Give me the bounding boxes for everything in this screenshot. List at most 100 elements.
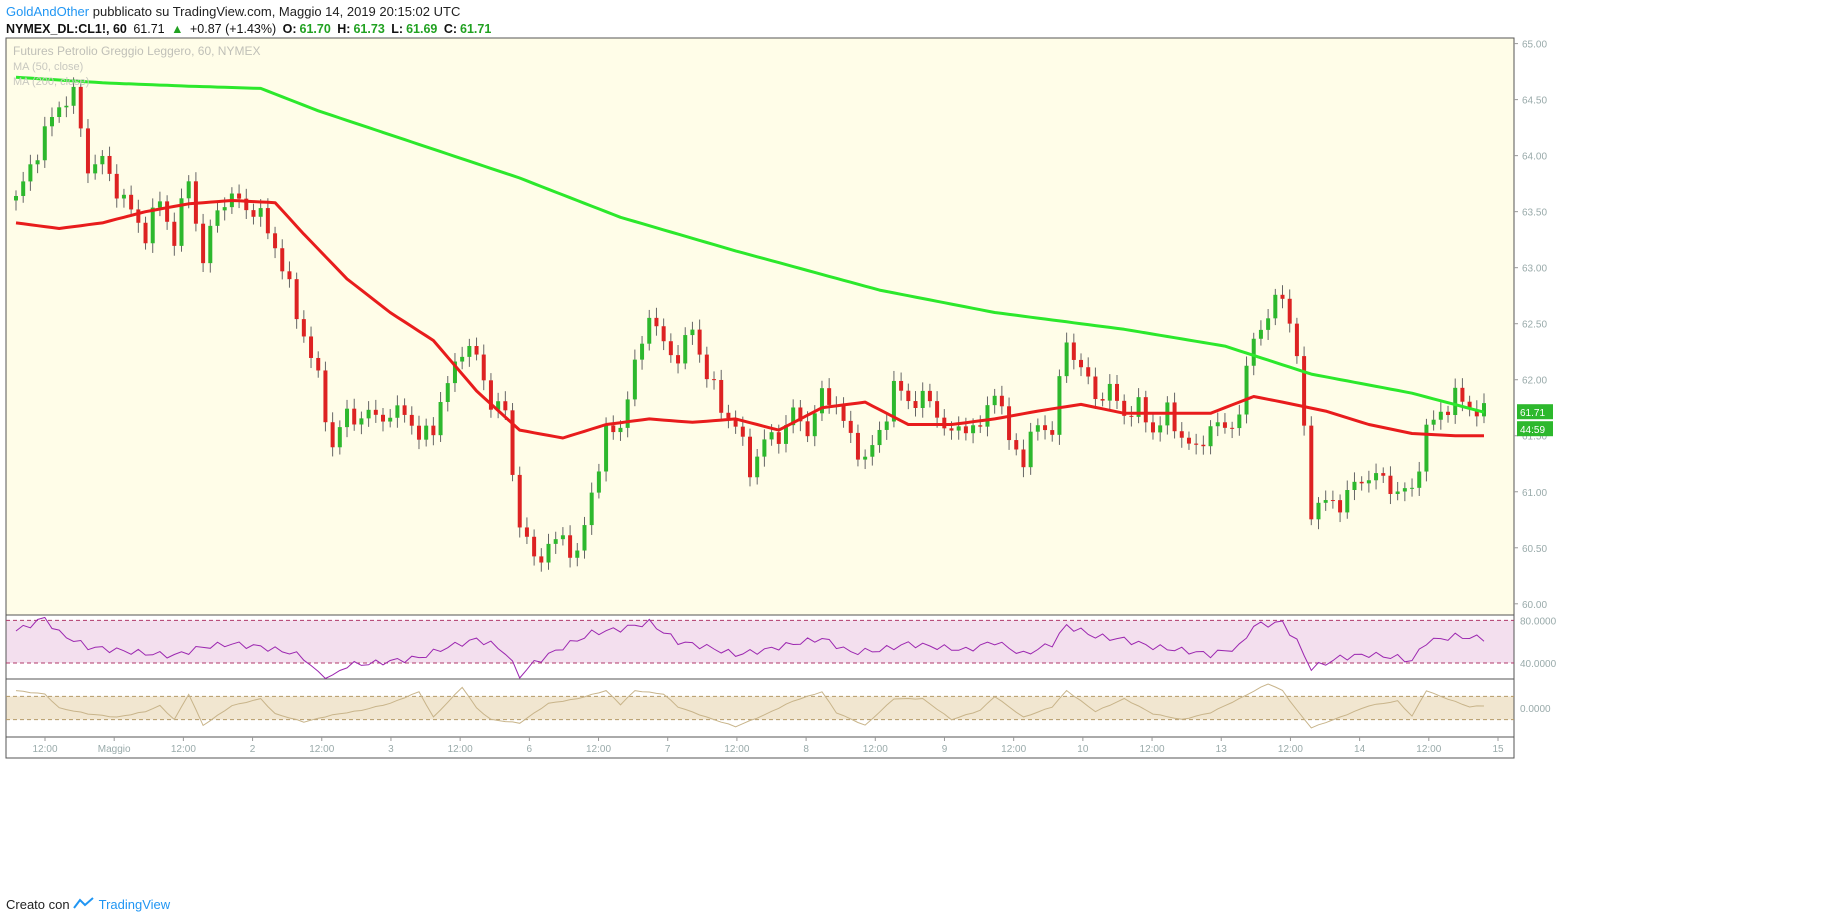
candle[interactable] <box>1021 439 1026 478</box>
candle[interactable] <box>136 199 141 233</box>
candle[interactable] <box>1107 374 1112 411</box>
candle[interactable] <box>848 410 853 444</box>
candle[interactable] <box>1064 332 1069 383</box>
candle[interactable] <box>93 154 98 180</box>
candle[interactable] <box>71 77 76 114</box>
candle[interactable] <box>1417 461 1422 496</box>
tradingview-link[interactable]: TradingView <box>98 897 171 912</box>
candle[interactable] <box>999 385 1004 415</box>
candle[interactable] <box>870 435 875 466</box>
candle[interactable] <box>1035 418 1040 441</box>
candle[interactable] <box>330 412 335 457</box>
candle[interactable] <box>345 399 350 438</box>
candle[interactable] <box>1302 346 1307 436</box>
candle[interactable] <box>783 415 788 453</box>
candle[interactable] <box>316 351 321 378</box>
candle[interactable] <box>416 415 421 450</box>
candle[interactable] <box>1215 412 1220 437</box>
candle[interactable] <box>726 404 731 429</box>
candle[interactable] <box>21 171 26 203</box>
candle[interactable] <box>1143 390 1148 433</box>
candle[interactable] <box>273 226 278 259</box>
candle[interactable] <box>78 81 83 137</box>
candle[interactable] <box>877 421 882 453</box>
candle[interactable] <box>460 346 465 370</box>
candle[interactable] <box>1374 463 1379 490</box>
candle[interactable] <box>1050 421 1055 442</box>
candle[interactable] <box>294 272 299 329</box>
candle[interactable] <box>1446 405 1451 423</box>
candle[interactable] <box>445 376 450 412</box>
chart-area[interactable]: 65.00 64.50 64.00 63.50 63.00 62.50 62.00 61.50… <box>0 0 1828 890</box>
candle[interactable] <box>640 335 645 370</box>
candle[interactable] <box>388 409 393 428</box>
candle[interactable] <box>373 399 378 423</box>
candle[interactable] <box>1431 410 1436 431</box>
candle[interactable] <box>625 391 630 438</box>
candle[interactable] <box>582 516 587 559</box>
candle[interactable] <box>121 188 126 208</box>
candle[interactable] <box>1043 415 1048 440</box>
candle[interactable] <box>28 154 33 191</box>
candle[interactable] <box>841 397 846 428</box>
candle[interactable] <box>452 353 457 392</box>
candle[interactable] <box>863 449 868 470</box>
candle[interactable] <box>546 533 551 570</box>
candle[interactable] <box>1186 431 1191 450</box>
candle[interactable] <box>467 338 472 367</box>
candle[interactable] <box>165 195 170 230</box>
candle[interactable] <box>1093 367 1098 410</box>
candle[interactable] <box>712 371 717 390</box>
candle[interactable] <box>1287 289 1292 333</box>
candle[interactable] <box>683 327 688 370</box>
candle[interactable] <box>201 213 206 272</box>
candle[interactable] <box>402 398 407 423</box>
candle[interactable] <box>884 414 889 440</box>
candle[interactable] <box>1316 497 1321 530</box>
candle[interactable] <box>107 146 112 182</box>
candle[interactable] <box>697 319 702 363</box>
candle[interactable] <box>237 184 242 209</box>
candle[interactable] <box>1359 476 1364 491</box>
candle[interactable] <box>1330 490 1335 509</box>
candle[interactable] <box>704 346 709 388</box>
candle[interactable] <box>985 396 990 437</box>
candle[interactable] <box>143 216 148 250</box>
candle[interactable] <box>1474 400 1479 427</box>
candle[interactable] <box>942 409 947 436</box>
candle[interactable] <box>1244 356 1249 424</box>
candle[interactable] <box>935 391 940 428</box>
candle[interactable] <box>280 239 285 280</box>
candle[interactable] <box>381 407 385 432</box>
candle[interactable] <box>604 417 609 482</box>
candle[interactable] <box>1467 395 1472 417</box>
candle[interactable] <box>1424 418 1429 482</box>
candle[interactable] <box>1201 435 1206 455</box>
candle[interactable] <box>690 321 695 345</box>
candle[interactable] <box>798 399 803 432</box>
candle[interactable] <box>748 428 752 487</box>
candle[interactable] <box>913 391 918 417</box>
candle[interactable] <box>438 391 443 442</box>
candle[interactable] <box>179 188 184 252</box>
candle[interactable] <box>265 198 270 240</box>
candle[interactable] <box>488 373 493 418</box>
candle[interactable] <box>1410 478 1415 497</box>
candle[interactable] <box>510 403 515 482</box>
candle[interactable] <box>85 119 90 184</box>
candle[interactable] <box>1222 413 1227 434</box>
candle[interactable] <box>596 463 601 499</box>
candle[interactable] <box>35 154 40 174</box>
candle[interactable] <box>611 415 616 440</box>
candle[interactable] <box>1402 482 1407 502</box>
price-pane[interactable] <box>6 38 1514 615</box>
candle[interactable] <box>1014 433 1019 456</box>
candle[interactable] <box>899 372 904 401</box>
candle[interactable] <box>57 101 62 123</box>
candle[interactable] <box>654 307 659 336</box>
candle[interactable] <box>791 399 796 434</box>
candle[interactable] <box>1273 288 1278 326</box>
candle[interactable] <box>661 318 666 351</box>
candle[interactable] <box>244 188 249 219</box>
candle[interactable] <box>1395 481 1400 501</box>
